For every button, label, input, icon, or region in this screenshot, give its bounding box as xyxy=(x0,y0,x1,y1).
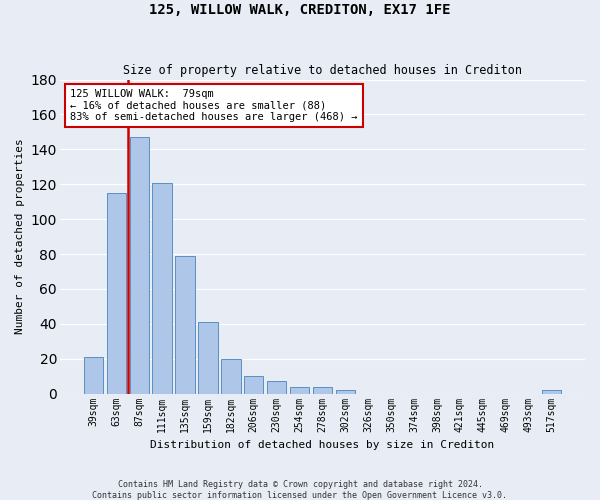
Bar xyxy=(335,390,355,394)
X-axis label: Distribution of detached houses by size in Crediton: Distribution of detached houses by size … xyxy=(150,440,494,450)
Bar xyxy=(198,322,218,394)
Text: Contains HM Land Registry data © Crown copyright and database right 2024.
Contai: Contains HM Land Registry data © Crown c… xyxy=(92,480,508,500)
Y-axis label: Number of detached properties: Number of detached properties xyxy=(15,138,25,334)
Text: 125 WILLOW WALK:  79sqm
← 16% of detached houses are smaller (88)
83% of semi-de: 125 WILLOW WALK: 79sqm ← 16% of detached… xyxy=(70,89,358,122)
Bar xyxy=(84,357,103,394)
Bar xyxy=(175,256,195,394)
Bar xyxy=(221,358,241,394)
Bar xyxy=(130,137,149,394)
Title: Size of property relative to detached houses in Crediton: Size of property relative to detached ho… xyxy=(123,64,522,77)
Bar xyxy=(107,193,126,394)
Bar xyxy=(542,390,561,394)
Bar xyxy=(152,182,172,394)
Text: 125, WILLOW WALK, CREDITON, EX17 1FE: 125, WILLOW WALK, CREDITON, EX17 1FE xyxy=(149,2,451,16)
Bar xyxy=(290,386,309,394)
Bar xyxy=(313,386,332,394)
Bar xyxy=(267,382,286,394)
Bar xyxy=(244,376,263,394)
